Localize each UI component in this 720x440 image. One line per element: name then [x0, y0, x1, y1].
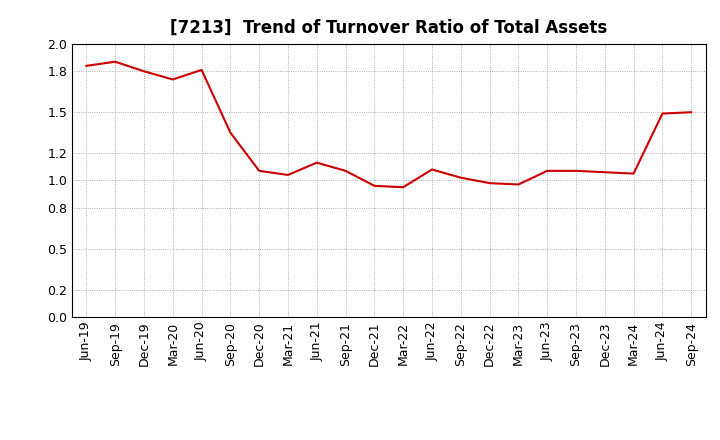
Title: [7213]  Trend of Turnover Ratio of Total Assets: [7213] Trend of Turnover Ratio of Total …	[170, 19, 608, 37]
